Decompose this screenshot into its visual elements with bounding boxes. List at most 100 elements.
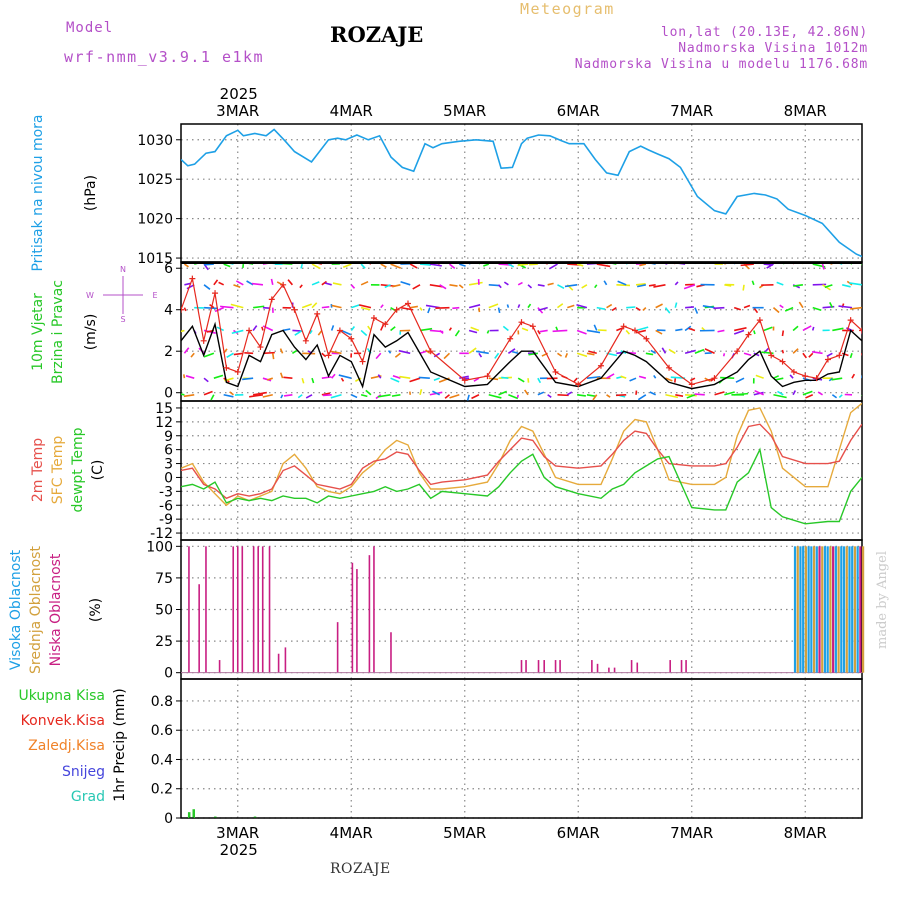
wind-arrow-mark [448,327,453,331]
temp-sfc-line [181,402,862,507]
wind-gust-point [813,375,820,382]
temp-tick-label: 12 [155,415,173,431]
wind-label-1: 10m Vjetar [30,293,46,371]
cloud-high-bar [823,546,827,673]
wind-arrow-mark [419,327,433,332]
wind-arrow-mark [311,302,318,309]
wind-arrow-mark [283,393,293,397]
pressure-tick-label: 1020 [137,212,173,228]
wind-arrow-mark [203,352,215,358]
wind-arrow-mark [517,377,525,383]
cloud-high-bar [837,546,840,673]
lonlat-text: lon,lat (20.13E, 42.86N) [660,25,868,40]
wind-arrow-mark [231,329,244,335]
wind-arrow-mark [637,284,647,288]
cloud-high-bar [804,546,807,673]
wind-arrow-mark [262,393,273,398]
wind-arrow-mark [684,325,692,332]
wind-arrow-mark [781,330,785,337]
precip-total-bar [192,809,195,818]
wind-gust-point [507,335,514,342]
wind-arrow-mark [581,284,588,289]
wind-arrow-mark [743,304,751,309]
wind-arrow-mark [449,394,460,399]
precip-legend-0: Ukupna Kisa [18,688,105,704]
wind-arrow-mark [390,377,400,383]
wind-arrow-mark [775,377,784,381]
day-label-bottom: 4MAR [330,824,373,842]
wind-arrow-mark [282,328,291,332]
wind-arrow-mark [851,373,856,379]
wind-arrow-mark [409,377,421,383]
wind-arrow-mark [784,306,794,312]
wind-arrow-mark [516,394,519,398]
wind-arrow-mark [576,263,584,267]
wind-arrow-mark [249,393,264,398]
elevation-text: Nadmorska Visina 1012m [678,41,868,56]
wind-arrow-mark [689,377,696,382]
wind-arrow-mark [497,307,501,314]
cloud-label-high: Visoka Oblacnost [8,549,24,670]
wind-tick-label: 6 [164,261,173,277]
wind-arrow-mark [724,391,735,396]
wind-arrow-mark [291,349,298,354]
wind-arrow-mark [577,393,586,397]
wind-arrow-mark [330,325,335,331]
wind-arrow-mark [733,329,745,335]
wind-arrow-mark [735,377,745,383]
wind-arrow-mark [626,306,636,309]
cloud-high-bar [859,546,862,673]
cloud-high-bar [802,546,805,673]
temp-label-sfc: SFC Temp [50,436,66,505]
wind-arrow-mark [564,284,578,288]
cloud-high-bar [834,546,837,673]
wind-arrow-mark [399,375,411,379]
wind-arrow-mark [694,348,705,355]
precip-tick-label: 0.4 [151,752,173,768]
wind-gust-point [348,335,355,342]
wind-arrow-mark [311,377,315,384]
station-title: ROZAJE [330,22,424,47]
cloud-label-mid: Srednja Oblacnost [28,546,44,674]
wind-gust-point [824,356,831,363]
wind-arrow-mark [665,377,673,382]
wind-arrow-mark [230,303,244,309]
wind-gust-point [847,317,854,324]
wind-arrow-mark [359,304,372,309]
model-name: wrf-nmm_v3.9.1 e1km [64,48,265,66]
wind-arrow-mark [702,304,715,309]
wind-arrow-mark [572,377,578,383]
wind-arrow-mark [226,352,234,358]
wind-arrow-mark [503,281,509,286]
wind-arrow-mark [425,349,431,354]
wind-gust-point [370,315,377,322]
wind-arrow-mark [817,391,823,396]
wind-gust-point [382,321,389,328]
wind-arrow-mark [781,349,785,354]
wind-arrow-mark [832,327,844,332]
wind-arrow-mark [342,263,352,268]
wind-arrow-mark [433,377,440,381]
wind-arrow-mark [704,348,715,355]
wind-arrow-mark [537,377,542,384]
wind-arrow-mark [811,326,815,331]
wind-tick-label: 0 [164,386,173,402]
wind-gust-point [234,368,241,375]
wind-arrow-mark [529,263,538,266]
cloud-tick-label: 100 [146,539,173,555]
wind-arrow-mark [419,350,428,355]
wind-arrow-mark [311,263,321,270]
wind-arrow-mark [497,284,502,289]
wind-arrow-mark [849,282,862,286]
wind-arrow-mark [792,325,799,332]
wind-gust-point [734,348,741,355]
wind-arrow-mark [635,326,649,332]
wind-arrow-mark [317,329,323,336]
wind-arrow-mark [283,376,293,379]
wind-arrow-mark [838,394,843,398]
wind-arrow-mark [439,284,447,290]
wind-label-2: Brzina i Pravac [50,280,66,384]
wind-arrow-mark [218,281,225,286]
wind-arrow-mark [223,393,234,398]
wind-arrow-mark [586,352,595,356]
